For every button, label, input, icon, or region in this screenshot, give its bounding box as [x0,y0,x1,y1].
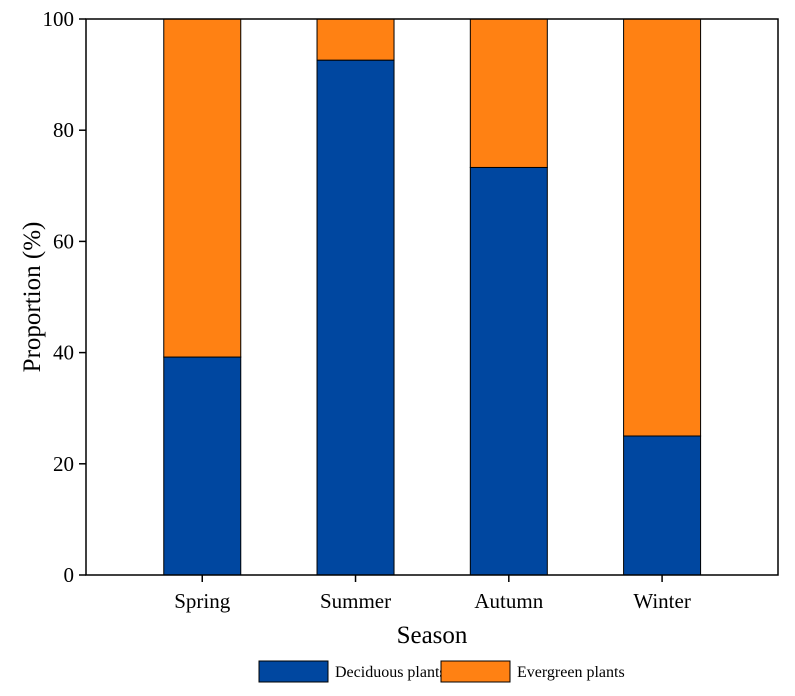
legend-swatch-deciduous-plants [258,660,329,683]
bar-winter-evergreen-plants [623,18,702,437]
bar-spring-deciduous-plants [163,356,242,576]
bar-spring-evergreen-plants [163,18,242,358]
legend: Deciduous plants Evergreen plants [258,660,625,683]
y-axis-title: Proportion (%) [19,222,46,373]
y-tick-label: 60 [53,229,74,253]
bar-autumn-deciduous-plants [469,166,548,576]
y-tick-label: 0 [64,563,75,587]
bar-summer-deciduous-plants [316,59,395,576]
legend-swatch-evergreen-plants [440,660,511,683]
bar-winter-deciduous-plants [623,435,702,576]
bar-summer-evergreen-plants [316,18,395,61]
legend-label-evergreen-plants: Evergreen plants [517,664,625,681]
x-axis-ticks: Spring Summer Autumn Winter [174,575,691,613]
y-tick-label: 40 [53,341,74,365]
y-tick-label: 100 [43,7,75,31]
legend-label-deciduous-plants: Deciduous plants [335,664,446,681]
x-axis-title: Season [397,622,468,649]
x-tick-label-autumn: Autumn [474,589,543,613]
y-tick-label: 20 [53,452,74,476]
x-tick-label-spring: Spring [174,589,231,613]
bars-group [163,18,702,576]
plot-area-frame [85,18,779,576]
x-tick-label-summer: Summer [320,589,391,613]
y-tick-label: 80 [53,118,74,142]
bar-autumn-evergreen-plants [469,18,548,168]
y-axis-ticks: 0 20 40 60 80 100 [43,7,86,587]
x-tick-label-winter: Winter [633,589,690,613]
